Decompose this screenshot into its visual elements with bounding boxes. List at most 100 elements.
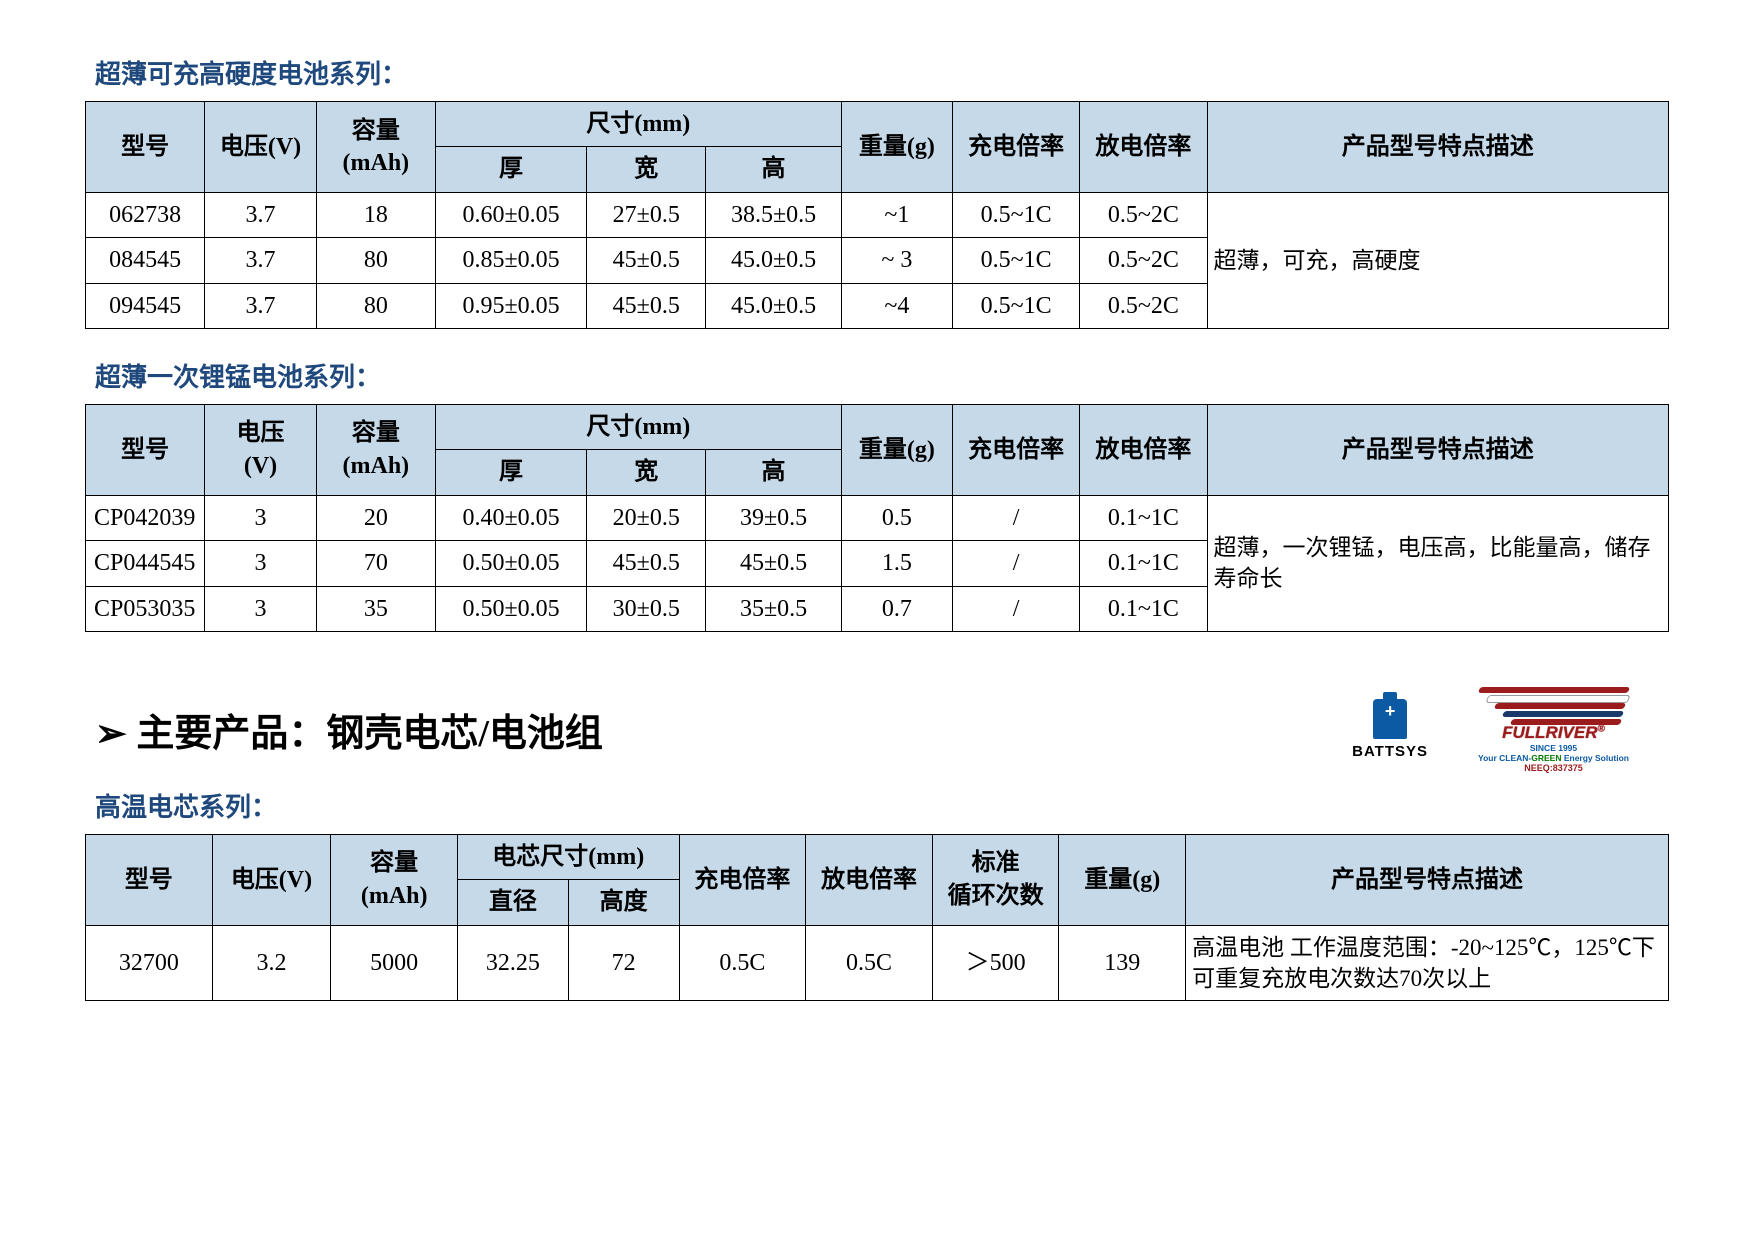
cell: 3 [205, 586, 316, 631]
h-voltage: 电压(V) [205, 102, 316, 193]
cell: 0.5~2C [1080, 238, 1207, 283]
h-desc: 产品型号特点描述 [1186, 834, 1669, 925]
cell: CP044545 [86, 541, 205, 586]
h-desc: 产品型号特点描述 [1207, 404, 1668, 495]
cell: 32700 [86, 925, 213, 1000]
cell: ＞500 [932, 925, 1059, 1000]
cell: 0.5~1C [953, 283, 1080, 328]
cell: CP042039 [86, 495, 205, 540]
h-voltage: 电压(V) [212, 834, 331, 925]
h-model: 型号 [86, 404, 205, 495]
h-model: 型号 [86, 834, 213, 925]
cell: ~4 [841, 283, 952, 328]
logo-fullriver: FULLRIVER® SINCE 1995Your CLEAN-GREEN En… [1478, 687, 1629, 773]
table-row: 327003.2500032.25720.5C0.5C＞500139高温电池 工… [86, 925, 1669, 1000]
cell: 70 [316, 541, 435, 586]
cell: 45±0.5 [587, 541, 706, 586]
cell: 0.5~1C [953, 192, 1080, 237]
logos: BATTSYS FULLRIVER® SINCE 1995Your CLEAN-… [1352, 687, 1629, 773]
desc-cell: 超薄，可充，高硬度 [1207, 192, 1668, 328]
h-cycle: 标准循环次数 [932, 834, 1059, 925]
cell: 0.5C [806, 925, 933, 1000]
cell: 084545 [86, 238, 205, 283]
cell: 3.7 [205, 283, 316, 328]
cell: 0.40±0.05 [435, 495, 586, 540]
table3-wrap: 型号 电压(V) 容量(mAh) 电芯尺寸(mm) 充电倍率 放电倍率 标准循环… [85, 834, 1669, 1001]
cell: ~ 3 [841, 238, 952, 283]
section3-title: 高温电芯系列： [95, 787, 1669, 824]
cell: 30±0.5 [587, 586, 706, 631]
h-width: 宽 [587, 147, 706, 192]
cell: 18 [316, 192, 435, 237]
cell: 0.5 [841, 495, 952, 540]
cell: 80 [316, 238, 435, 283]
cell: 094545 [86, 283, 205, 328]
cell: 80 [316, 283, 435, 328]
h-diameter: 直径 [457, 880, 568, 925]
cell: 0.5~1C [953, 238, 1080, 283]
table2-wrap: 型号 电压(V) 容量(mAh) 尺寸(mm) 重量(g) 充电倍率 放电倍率 … [85, 404, 1669, 632]
h-discharge: 放电倍率 [1080, 102, 1207, 193]
h-weight: 重量(g) [841, 102, 952, 193]
desc-cell: 高温电池 工作温度范围：-20~125℃，125℃下可重复充放电次数达70次以上 [1186, 925, 1669, 1000]
h-height: 高度 [568, 880, 679, 925]
cell: 39±0.5 [706, 495, 841, 540]
h-thick: 厚 [435, 147, 586, 192]
cell: 3.7 [205, 238, 316, 283]
h-thick: 厚 [435, 450, 586, 495]
h-height: 高 [706, 450, 841, 495]
table1: 型号 电压(V) 容量(mAh) 尺寸(mm) 重量(g) 充电倍率 放电倍率 … [85, 101, 1669, 329]
cell: 0.95±0.05 [435, 283, 586, 328]
h-cellsize: 电芯尺寸(mm) [457, 834, 679, 879]
cell: CP053035 [86, 586, 205, 631]
cell: 0.1~1C [1080, 495, 1207, 540]
cell: 35±0.5 [706, 586, 841, 631]
h-capacity: 容量(mAh) [316, 102, 435, 193]
h-capacity: 容量(mAh) [331, 834, 458, 925]
cell: 38.5±0.5 [706, 192, 841, 237]
h-height: 高 [706, 147, 841, 192]
cell: 0.7 [841, 586, 952, 631]
cell: 139 [1059, 925, 1186, 1000]
logo-battsys: BATTSYS [1352, 699, 1428, 760]
cell: 3.2 [212, 925, 331, 1000]
cell: 062738 [86, 192, 205, 237]
cell: 1.5 [841, 541, 952, 586]
table-row: 0627383.7180.60±0.0527±0.538.5±0.5~10.5~… [86, 192, 1669, 237]
fullriver-sub2: NEEQ:837375 [1478, 763, 1629, 773]
cell: 27±0.5 [587, 192, 706, 237]
cell: 3 [205, 495, 316, 540]
desc-cell: 超薄，一次锂锰，电压高，比能量高，储存寿命长 [1207, 495, 1668, 631]
main-heading-row: ➢ 主要产品：钢壳电芯/电池组 BATTSYS FULLRIVER® SINCE… [95, 687, 1669, 773]
cell: 45±0.5 [587, 283, 706, 328]
cell: 0.50±0.05 [435, 541, 586, 586]
cell: 0.5C [679, 925, 806, 1000]
cell: 0.85±0.05 [435, 238, 586, 283]
cell: 32.25 [457, 925, 568, 1000]
h-size: 尺寸(mm) [435, 102, 841, 147]
h-size: 尺寸(mm) [435, 404, 841, 449]
battsys-text: BATTSYS [1352, 743, 1428, 760]
flag-icon [1479, 687, 1629, 729]
cell: 0.5~2C [1080, 283, 1207, 328]
cell: 20±0.5 [587, 495, 706, 540]
fullriver-sub1: SINCE 1995Your CLEAN-GREEN Energy Soluti… [1478, 743, 1629, 763]
table2: 型号 电压(V) 容量(mAh) 尺寸(mm) 重量(g) 充电倍率 放电倍率 … [85, 404, 1669, 632]
h-voltage: 电压(V) [205, 404, 316, 495]
cell: 45.0±0.5 [706, 238, 841, 283]
table3: 型号 电压(V) 容量(mAh) 电芯尺寸(mm) 充电倍率 放电倍率 标准循环… [85, 834, 1669, 1001]
h-capacity: 容量(mAh) [316, 404, 435, 495]
cell: 0.60±0.05 [435, 192, 586, 237]
h-weight: 重量(g) [1059, 834, 1186, 925]
cell: 0.50±0.05 [435, 586, 586, 631]
cell: 3.7 [205, 192, 316, 237]
cell: 72 [568, 925, 679, 1000]
cell: / [953, 586, 1080, 631]
table1-wrap: 型号 电压(V) 容量(mAh) 尺寸(mm) 重量(g) 充电倍率 放电倍率 … [85, 101, 1669, 329]
section2-title: 超薄一次锂锰电池系列： [95, 357, 1669, 394]
h-charge: 充电倍率 [679, 834, 806, 925]
battery-icon [1373, 699, 1407, 739]
cell: / [953, 495, 1080, 540]
cell: 35 [316, 586, 435, 631]
h-weight: 重量(g) [841, 404, 952, 495]
